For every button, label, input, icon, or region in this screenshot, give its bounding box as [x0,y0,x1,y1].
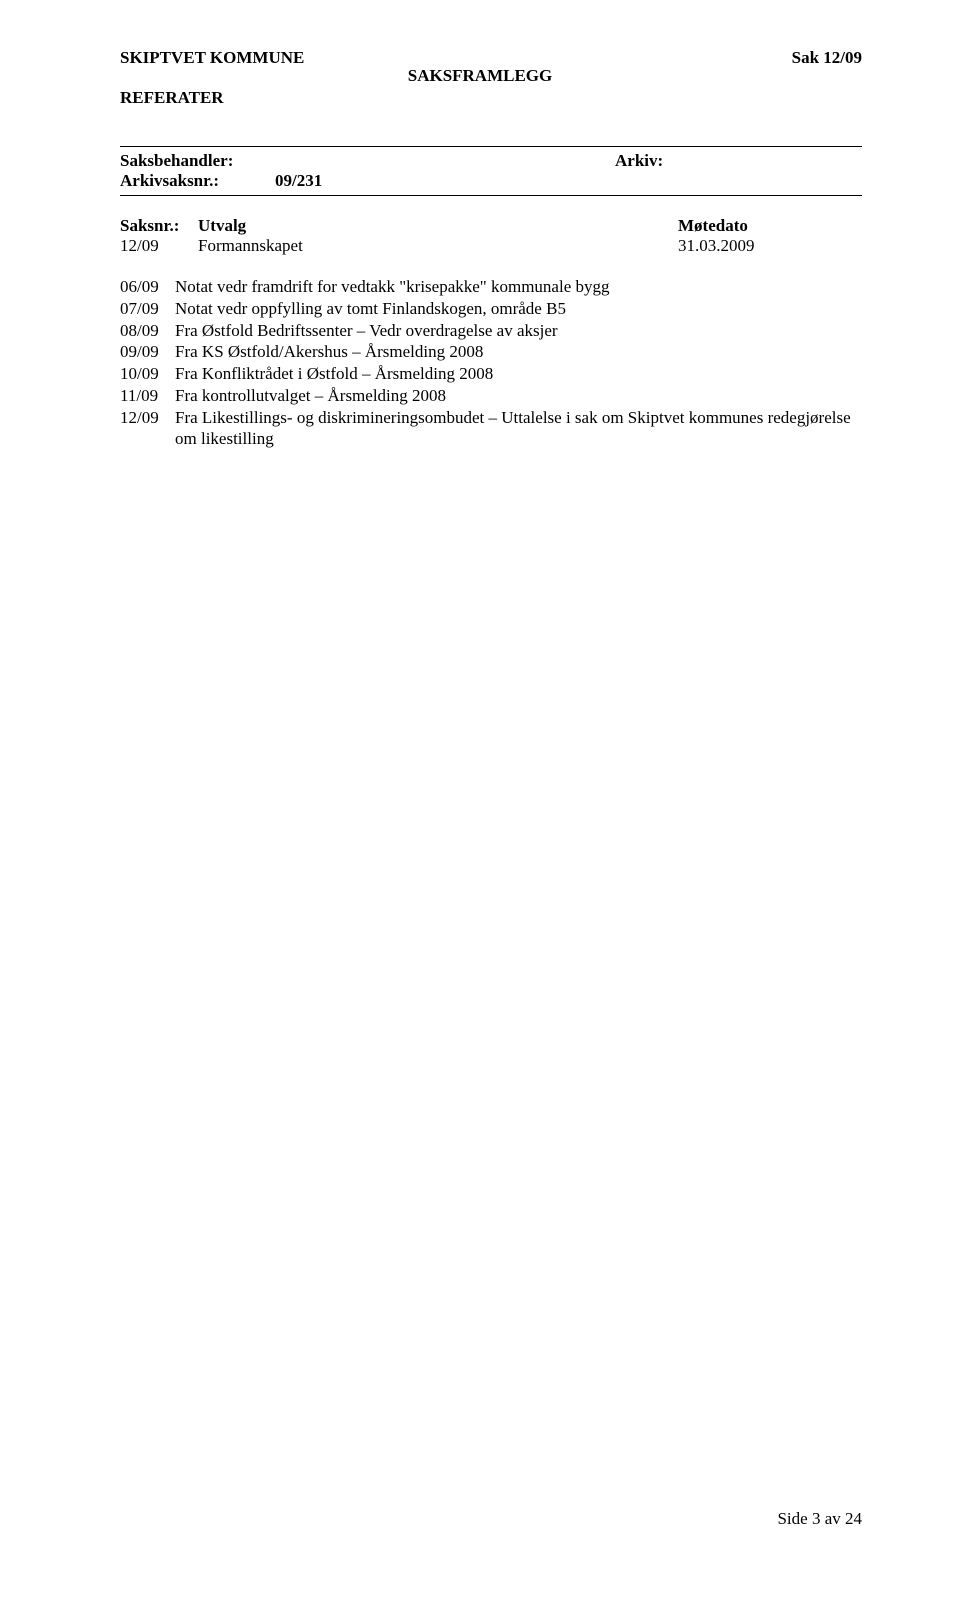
saksbehandler-label: Saksbehandler: [120,151,275,171]
list-item: 12/09 Fra Likestillings- og diskrimineri… [120,407,862,451]
utvalg-header-utvalg: Utvalg [198,216,678,236]
ref-num: 07/09 [120,298,175,320]
page-footer: Side 3 av 24 [777,1509,862,1529]
list-item: 10/09 Fra Konfliktrådet i Østfold – Årsm… [120,363,862,385]
ref-num: 10/09 [120,363,175,385]
arkivsaksnr-label: Arkivsaksnr.: [120,171,275,191]
utvalg-header-saksnr: Saksnr.: [120,216,198,236]
utvalg-section: Saksnr.: Utvalg Møtedato 12/09 Formannsk… [120,216,862,256]
saksbehandler-value [275,151,615,171]
meta-row-arkivsaksnr: Arkivsaksnr.: 09/231 [120,171,862,191]
reference-list: 06/09 Notat vedr framdrift for vedtakk "… [120,276,862,450]
ref-text: Fra Østfold Bedriftssenter – Vedr overdr… [175,320,862,342]
list-item: 09/09 Fra KS Østfold/Akershus – Årsmeldi… [120,341,862,363]
utvalg-header: Saksnr.: Utvalg Møtedato [120,216,862,236]
meta-row-saksbehandler: Saksbehandler: Arkiv: [120,151,862,171]
ref-text: Fra kontrollutvalget – Årsmelding 2008 [175,385,862,407]
list-item: 07/09 Notat vedr oppfylling av tomt Finl… [120,298,862,320]
utvalg-row-motedato: 31.03.2009 [678,236,755,256]
meta-section: Saksbehandler: Arkiv: Arkivsaksnr.: 09/2… [120,146,862,196]
ref-num: 09/09 [120,341,175,363]
ref-num: 06/09 [120,276,175,298]
utvalg-row: 12/09 Formannskapet 31.03.2009 [120,236,862,256]
ref-text: Notat vedr oppfylling av tomt Finlandsko… [175,298,862,320]
sak-number: Sak 12/09 [792,48,862,68]
utvalg-row-utvalg: Formannskapet [198,236,678,256]
arkivsaksnr-value: 09/231 [275,171,322,191]
ref-num: 08/09 [120,320,175,342]
list-item: 06/09 Notat vedr framdrift for vedtakk "… [120,276,862,298]
utvalg-row-saksnr: 12/09 [120,236,198,256]
arkiv-label: Arkiv: [615,151,663,171]
ref-num: 12/09 [120,407,175,451]
ref-num: 11/09 [120,385,175,407]
list-item: 11/09 Fra kontrollutvalget – Årsmelding … [120,385,862,407]
ref-text: Notat vedr framdrift for vedtakk "krisep… [175,276,862,298]
document-header: SKIPTVET KOMMUNE Sak 12/09 [120,48,862,68]
document-type: SAKSFRAMLEGG [408,66,553,86]
utvalg-header-motedato: Møtedato [678,216,748,236]
ref-text: Fra KS Østfold/Akershus – Årsmelding 200… [175,341,862,363]
ref-text: Fra Konfliktrådet i Østfold – Årsmelding… [175,363,862,385]
ref-text: Fra Likestillings- og diskrimineringsomb… [175,407,862,451]
org-name: SKIPTVET KOMMUNE [120,48,304,68]
list-item: 08/09 Fra Østfold Bedriftssenter – Vedr … [120,320,862,342]
sub-header: REFERATER [120,88,862,108]
